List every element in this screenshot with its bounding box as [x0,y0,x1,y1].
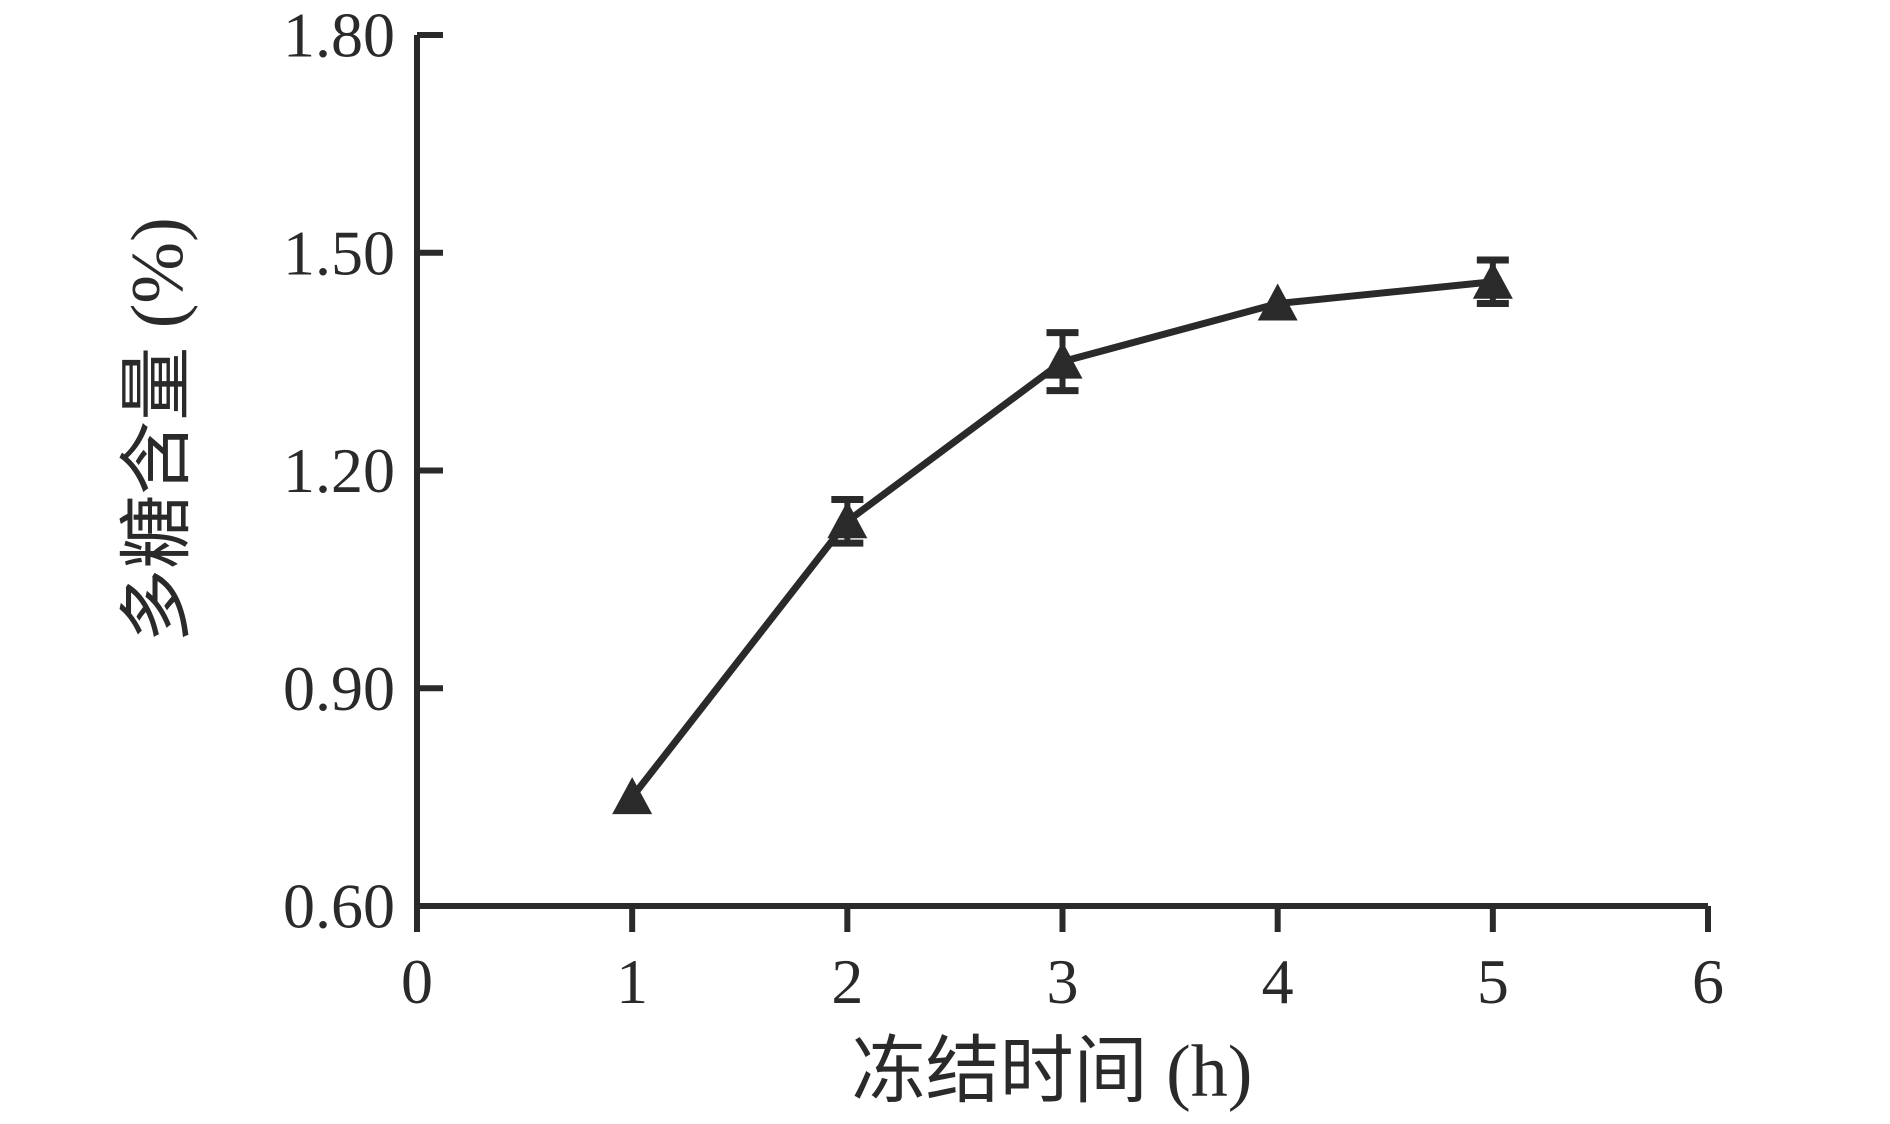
x-tick-label: 0 [401,946,433,1017]
data-point-marker [1042,341,1083,379]
data-point-marker [827,501,868,539]
x-tick-label: 1 [616,946,648,1017]
y-tick-label: 1.50 [283,217,395,288]
data-point-marker [1472,261,1513,299]
y-tick-label: 0.60 [283,871,395,942]
axes-lines [414,35,1708,909]
y-tick-label: 0.90 [283,653,395,724]
x-tick-label: 4 [1262,946,1294,1017]
y-axis-title: 多糖含量 (%) [117,217,199,642]
data-point-marker [1257,283,1298,321]
x-tick-label: 2 [831,946,863,1017]
data-point-marker [612,777,653,815]
x-axis-title: 冻结时间 (h) [852,1031,1253,1113]
plot-area: 0.60 0.90 1.20 1.50 1.80 0 1 2 3 4 5 6 [283,0,1724,1017]
x-tick-label: 3 [1047,946,1079,1017]
x-tick-label: 6 [1692,946,1724,1017]
y-tick-label: 1.20 [283,435,395,506]
x-tick-label: 5 [1477,946,1509,1017]
y-tick-label: 1.80 [283,0,395,71]
